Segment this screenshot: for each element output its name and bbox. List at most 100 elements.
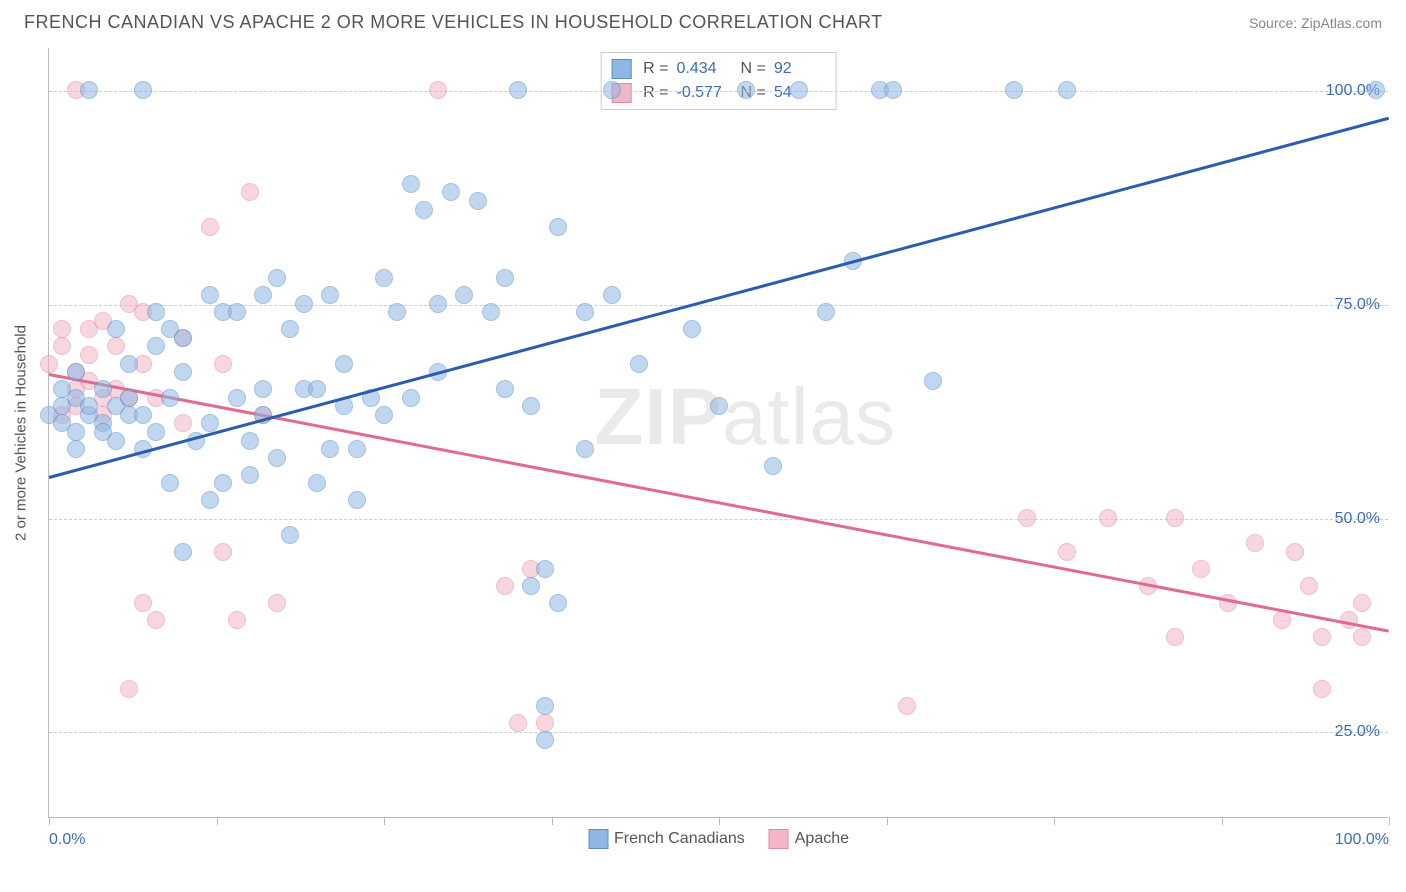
apache-point (1018, 509, 1036, 527)
french-canadian-point (228, 389, 246, 407)
french-canadian-point (402, 389, 420, 407)
apache-point (898, 697, 916, 715)
y-tick-label: 50.0% (1335, 510, 1380, 528)
legend-series-box: French Canadians Apache (588, 829, 849, 849)
french-canadian-point (536, 560, 554, 578)
y-axis-label: 2 or more Vehicles in Household (13, 325, 30, 541)
french-canadian-point (536, 697, 554, 715)
legend-item-blue: French Canadians (588, 829, 745, 849)
y-tick-label: 25.0% (1335, 723, 1380, 741)
french-canadian-point (107, 320, 125, 338)
french-canadian-point (268, 449, 286, 467)
french-canadian-point (603, 81, 621, 99)
apache-point (1353, 628, 1371, 646)
french-canadian-point (281, 320, 299, 338)
french-canadian-point (120, 389, 138, 407)
grid-line (49, 732, 1388, 733)
french-canadian-point (482, 303, 500, 321)
french-canadian-point (241, 466, 259, 484)
french-canadian-point (375, 269, 393, 287)
french-canadian-point (348, 440, 366, 458)
r-label: R = (643, 60, 668, 78)
french-canadian-point (683, 320, 701, 338)
apache-point (1246, 534, 1264, 552)
french-canadian-point (764, 457, 782, 475)
french-canadian-point (576, 440, 594, 458)
french-canadian-point (335, 355, 353, 373)
french-canadian-point (201, 414, 219, 432)
french-canadian-point (522, 397, 540, 415)
french-canadian-point (549, 218, 567, 236)
n-value-blue: 92 (774, 60, 826, 78)
french-canadian-point (201, 491, 219, 509)
french-canadian-point (710, 397, 728, 415)
apache-point (214, 355, 232, 373)
apache-point (134, 594, 152, 612)
apache-point (80, 346, 98, 364)
apache-point (1273, 611, 1291, 629)
french-canadian-point (469, 192, 487, 210)
x-tick (552, 817, 553, 825)
x-tick (384, 817, 385, 825)
legend-label-blue: French Canadians (614, 830, 745, 848)
french-canadian-point (214, 474, 232, 492)
apache-point (214, 543, 232, 561)
french-canadian-point (496, 269, 514, 287)
apache-point (496, 577, 514, 595)
french-canadian-point (134, 406, 152, 424)
grid-line (49, 519, 1388, 520)
french-canadian-point (455, 286, 473, 304)
french-canadian-point (241, 432, 259, 450)
chart-title: FRENCH CANADIAN VS APACHE 2 OR MORE VEHI… (24, 12, 883, 33)
n-label: N = (741, 60, 766, 78)
french-canadian-point (496, 380, 514, 398)
french-canadian-point (388, 303, 406, 321)
apache-point (1353, 594, 1371, 612)
apache-point (120, 680, 138, 698)
x-tick (1054, 817, 1055, 825)
apache-point (1099, 509, 1117, 527)
french-canadian-point (80, 397, 98, 415)
apache-point (1166, 628, 1184, 646)
legend-item-pink: Apache (769, 829, 849, 849)
r-value-blue: 0.434 (677, 60, 729, 78)
grid-line (49, 305, 1388, 306)
french-canadian-point (201, 286, 219, 304)
correlation-scatter-chart: 2 or more Vehicles in Household ZIPatlas… (48, 48, 1388, 818)
french-canadian-point (268, 269, 286, 287)
french-canadian-point (147, 337, 165, 355)
french-canadian-point (321, 286, 339, 304)
french-canadian-point (1005, 81, 1023, 99)
apache-point (1058, 543, 1076, 561)
source-attribution: Source: ZipAtlas.com (1249, 15, 1382, 31)
y-tick-label: 75.0% (1335, 296, 1380, 314)
apache-point (228, 611, 246, 629)
apache-point (429, 81, 447, 99)
apache-point (201, 218, 219, 236)
apache-point (1166, 509, 1184, 527)
r-value-pink: -0.577 (677, 84, 729, 102)
french-canadian-point (924, 372, 942, 390)
apache-point (1313, 628, 1331, 646)
apache-point (268, 594, 286, 612)
french-canadian-point (348, 491, 366, 509)
french-canadian-point (737, 81, 755, 99)
french-canadian-point (147, 423, 165, 441)
legend-label-pink: Apache (795, 830, 849, 848)
source-prefix: Source: (1249, 15, 1301, 31)
x-tick (1389, 817, 1390, 825)
french-canadian-point (228, 303, 246, 321)
legend-swatch-blue (588, 829, 608, 849)
french-canadian-point (281, 526, 299, 544)
apache-point (1300, 577, 1318, 595)
apache-point (1286, 543, 1304, 561)
french-canadian-point (375, 406, 393, 424)
legend-swatch-blue (611, 59, 631, 79)
french-canadian-point (254, 380, 272, 398)
source-name: ZipAtlas.com (1301, 15, 1382, 31)
french-canadian-point (120, 355, 138, 373)
french-canadian-point (321, 440, 339, 458)
french-canadian-point (549, 594, 567, 612)
french-canadian-point (308, 474, 326, 492)
apache-point (53, 320, 71, 338)
